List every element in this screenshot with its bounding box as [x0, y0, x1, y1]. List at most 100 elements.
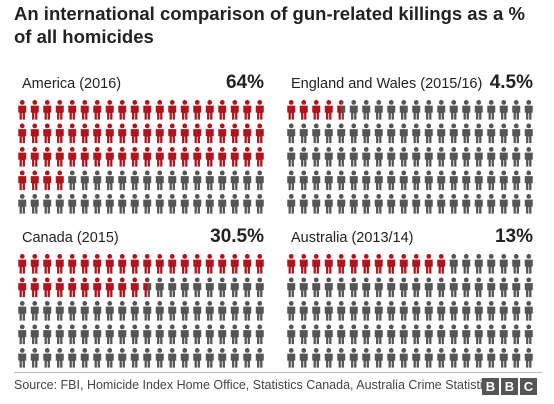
person-icon-gun [168, 254, 177, 274]
person-icon [474, 301, 483, 321]
person-icon [474, 254, 483, 274]
person-icon-gun [55, 100, 64, 120]
person-icon [287, 147, 296, 167]
person-icon-gun [168, 147, 177, 167]
person-icon [349, 100, 358, 120]
person-icon [55, 324, 64, 345]
person-icon-gun [18, 254, 27, 274]
person-icon [487, 170, 496, 191]
person-icon [255, 348, 264, 368]
person-icon [399, 100, 408, 120]
person-icon-gun [80, 100, 89, 120]
person-icon [512, 147, 521, 167]
person-icon [118, 348, 127, 368]
person-icon [287, 348, 296, 368]
person-icon [399, 194, 408, 214]
person-icon [324, 301, 333, 321]
person-icon [424, 324, 433, 345]
person-icon [387, 147, 396, 167]
person-icon [474, 170, 483, 191]
person-icon-gun [105, 254, 114, 274]
person-icon-gun [205, 100, 214, 120]
person-icon [205, 324, 214, 345]
person-icon-gun [362, 254, 371, 274]
person-icon [337, 170, 346, 191]
person-icon-gun [130, 123, 139, 144]
person-icon-gun [205, 254, 214, 274]
person-icon [349, 147, 358, 167]
person-icon-gun [80, 254, 89, 274]
person-icon [105, 324, 114, 345]
person-icon [399, 301, 408, 321]
panel-australia: Australia (2013/14) 13% [285, 226, 537, 378]
person-icon [424, 194, 433, 214]
person-icon-gun [312, 100, 321, 120]
person-icon-gun [324, 100, 333, 120]
person-icon-gun [243, 100, 252, 120]
person-icon [180, 194, 189, 214]
people-grid [18, 254, 264, 368]
person-icon-gun [399, 254, 408, 274]
person-icon [412, 324, 421, 345]
person-icon [412, 100, 421, 120]
person-icon-gun [55, 254, 64, 274]
person-icon [512, 301, 521, 321]
person-icon [93, 348, 102, 368]
person-icon [362, 301, 371, 321]
person-icon-gun [130, 277, 139, 298]
person-icon [324, 348, 333, 368]
person-icon [387, 100, 396, 120]
person-icon-gun [130, 100, 139, 120]
person-icon-gun [287, 254, 296, 274]
person-icon [155, 277, 164, 298]
person-icon-gun [180, 100, 189, 120]
person-icon-gun [243, 254, 252, 274]
person-icon-gun [118, 100, 127, 120]
person-icon [324, 147, 333, 167]
person-icon-gun [18, 147, 27, 167]
person-icon-gun [143, 100, 152, 120]
person-icon [362, 324, 371, 345]
person-icon-gun [437, 254, 446, 274]
person-icon [487, 277, 496, 298]
person-icon [55, 194, 64, 214]
person-icon [105, 170, 114, 191]
person-icon-gun [18, 100, 27, 120]
person-icon [312, 147, 321, 167]
person-icon-gun [68, 254, 77, 274]
person-icon [499, 194, 508, 214]
person-icon-gun [80, 277, 89, 298]
person-icon [374, 100, 383, 120]
person-icon [230, 301, 239, 321]
person-icon [68, 348, 77, 368]
person-icon-gun [255, 147, 264, 167]
person-icon [462, 194, 471, 214]
percentage-label: 4.5% [489, 72, 533, 93]
person-icon-gun [118, 123, 127, 144]
person-icon-gun [30, 254, 39, 274]
person-icon-gun [43, 147, 52, 167]
person-icon [299, 348, 308, 368]
person-icon [299, 194, 308, 214]
person-icon [437, 147, 446, 167]
person-icon [180, 277, 189, 298]
person-icon [337, 277, 346, 298]
person-icon [243, 348, 252, 368]
person-icon [230, 277, 239, 298]
person-icon [130, 194, 139, 214]
person-icon [524, 194, 533, 214]
person-icon [374, 147, 383, 167]
person-icon [255, 277, 264, 298]
person-icon [349, 194, 358, 214]
person-icon [168, 194, 177, 214]
person-icon-gun [55, 123, 64, 144]
person-icon [324, 123, 333, 144]
person-icon [449, 277, 458, 298]
person-icon [387, 348, 396, 368]
person-icon [449, 123, 458, 144]
person-icon-gun [255, 100, 264, 120]
person-icon [93, 324, 102, 345]
person-icon [180, 301, 189, 321]
person-icon [230, 194, 239, 214]
person-icon-gun [43, 100, 52, 120]
